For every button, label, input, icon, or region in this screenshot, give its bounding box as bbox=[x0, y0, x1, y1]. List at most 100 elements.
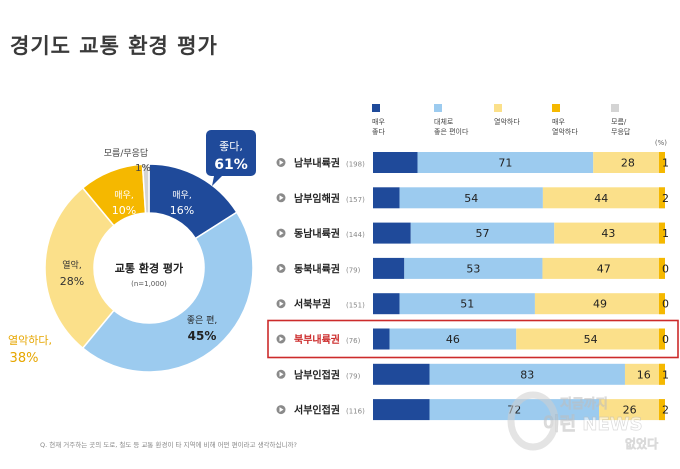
legend-label-very_bad-1: 열악하다 bbox=[552, 127, 578, 136]
bar-segment-very_good bbox=[373, 328, 390, 350]
page-title: 경기도 교통 환경 평가 bbox=[10, 34, 218, 58]
row-name: 남부인접권 bbox=[294, 368, 340, 381]
donut-center-title: 교통 환경 평가 bbox=[115, 261, 183, 275]
data-label-dk: 0 bbox=[662, 333, 669, 346]
bar-segment-end-cap bbox=[659, 399, 665, 421]
footnote: Q. 현재 거주하는 곳의 도로, 철도 등 교통 환경이 타 지역에 비해 어… bbox=[40, 440, 297, 449]
callout-bad-value: 38% bbox=[10, 351, 39, 366]
bar-segment-good bbox=[410, 222, 555, 244]
data-label-good: 83 bbox=[520, 368, 534, 381]
row-n: (76) bbox=[346, 337, 361, 345]
data-label-good: 51 bbox=[460, 298, 474, 311]
row-name: 동북내륙권 bbox=[294, 262, 340, 275]
percent-label: (%) bbox=[655, 139, 667, 147]
watermark-line1: 지금까지 bbox=[560, 397, 608, 412]
slice-label-very-bad: 매우, 10% bbox=[112, 190, 136, 217]
bar-segment-good bbox=[399, 187, 543, 209]
row-n: (157) bbox=[346, 196, 365, 204]
slice-label-dk-value: 1% bbox=[135, 163, 151, 174]
data-label-dk: 2 bbox=[662, 192, 669, 205]
legend-label-very_good-0: 매우 bbox=[372, 118, 385, 126]
data-label-good: 57 bbox=[476, 227, 490, 240]
legend-swatch-dk bbox=[611, 104, 619, 112]
row-bullet-arrow-icon bbox=[279, 230, 284, 236]
bar-segment-very_good bbox=[373, 293, 400, 315]
bar-segment-bad bbox=[624, 363, 663, 385]
row-name: 남부임해권 bbox=[294, 192, 340, 205]
row-bullet-arrow-icon bbox=[279, 160, 284, 165]
data-label-dk: 1 bbox=[662, 368, 669, 381]
slice-label-very-bad-value: 10% bbox=[112, 204, 136, 217]
legend-label-good-0: 대체로 bbox=[434, 118, 454, 126]
watermark-e-shape bbox=[507, 391, 559, 451]
callout-bad: 열악하다, 38% bbox=[8, 333, 52, 366]
data-label-dk: 1 bbox=[662, 227, 669, 240]
row-bullet-arrow-icon bbox=[279, 336, 284, 342]
slice-label-very-good: 매우, 16% bbox=[170, 190, 194, 217]
bar-segment-end-cap bbox=[659, 152, 665, 173]
data-label-dk: 2 bbox=[662, 404, 669, 417]
bar-segment-good bbox=[417, 152, 594, 173]
bar-segment-very_good bbox=[373, 399, 430, 421]
bar-segment-good bbox=[399, 293, 535, 315]
legend-swatch-very_bad bbox=[552, 104, 560, 112]
slice-label-bad-value: 28% bbox=[60, 275, 84, 288]
data-label-bad: 54 bbox=[584, 333, 598, 346]
row-n: (198) bbox=[346, 161, 365, 169]
data-label-good: 71 bbox=[498, 157, 512, 170]
row-bullet-arrow-icon bbox=[279, 371, 284, 377]
data-label-good: 54 bbox=[464, 192, 478, 205]
data-label-bad: 16 bbox=[637, 368, 651, 381]
bar-segment-bad bbox=[599, 399, 661, 421]
bar-segment-end-cap bbox=[659, 222, 665, 244]
data-label-dk: 0 bbox=[662, 298, 669, 311]
row-name: 북부내륙권 bbox=[294, 333, 340, 346]
row-bullet-arrow-icon bbox=[279, 407, 284, 413]
row-n: (151) bbox=[346, 302, 365, 310]
row-name: 남부내륙권 bbox=[294, 157, 340, 170]
data-label-dk: 0 bbox=[662, 262, 669, 275]
bar-segment-end-cap bbox=[659, 187, 665, 209]
bar-segment-bad bbox=[593, 152, 663, 173]
row-bullet-arrow-icon bbox=[279, 265, 284, 271]
row-name: 서부인접권 bbox=[294, 404, 340, 417]
bar-segment-bad bbox=[542, 257, 665, 279]
bar-row: 남부임해권 (157) 54 44 2 bbox=[276, 187, 669, 209]
bar-segment-good bbox=[389, 328, 517, 350]
donut-center-sub: (n=1,000) bbox=[131, 280, 167, 288]
row-name: 서북부권 bbox=[294, 298, 331, 311]
slice-label-dk-text: 모름/무응답 bbox=[104, 147, 148, 159]
callout-good-pointer bbox=[212, 176, 222, 186]
row-n: (79) bbox=[346, 372, 361, 380]
row-n: (144) bbox=[346, 231, 365, 239]
data-label-good: 53 bbox=[466, 262, 480, 275]
donut-slice-good bbox=[81, 211, 254, 373]
highlight-box bbox=[267, 319, 679, 359]
bar-segment-good bbox=[404, 257, 543, 279]
bar-segment-very_good bbox=[373, 222, 411, 244]
legend-swatch-good bbox=[434, 104, 442, 112]
bar-row: 서북부권 (151) 51 49 0 bbox=[276, 293, 669, 315]
data-label-dk: 1 bbox=[662, 157, 669, 170]
watermark-line3: 없었다 bbox=[625, 436, 658, 451]
legend-label-bad-0: 열악하다 bbox=[494, 117, 520, 126]
bar-segment-bad bbox=[554, 222, 663, 244]
watermark-logo: 지금까지 이런 NEWS 없었다 bbox=[507, 391, 658, 451]
bar-segment-bad bbox=[516, 328, 665, 350]
data-label-bad: 26 bbox=[623, 404, 637, 417]
row-n: (116) bbox=[346, 408, 365, 416]
data-label-good: 46 bbox=[446, 333, 460, 346]
donut-slice-dk bbox=[141, 163, 150, 214]
callout-good-value: 61% bbox=[214, 157, 248, 173]
donut-chart bbox=[44, 163, 254, 373]
row-bullet-arrow-icon bbox=[279, 301, 284, 307]
slice-label-bad-text: 열악, bbox=[62, 259, 81, 271]
legend-label-very_good-1: 좋다 bbox=[372, 127, 385, 136]
bar-segment-good bbox=[429, 363, 625, 385]
bar-segment-bad bbox=[542, 187, 660, 209]
bar-segment-end-cap bbox=[659, 363, 665, 385]
legend-label-dk-0: 모름/ bbox=[611, 118, 627, 126]
bar-segment-very_good bbox=[373, 152, 418, 173]
bar-row: 남부내륙권 (198) 71 28 1 bbox=[276, 152, 669, 173]
